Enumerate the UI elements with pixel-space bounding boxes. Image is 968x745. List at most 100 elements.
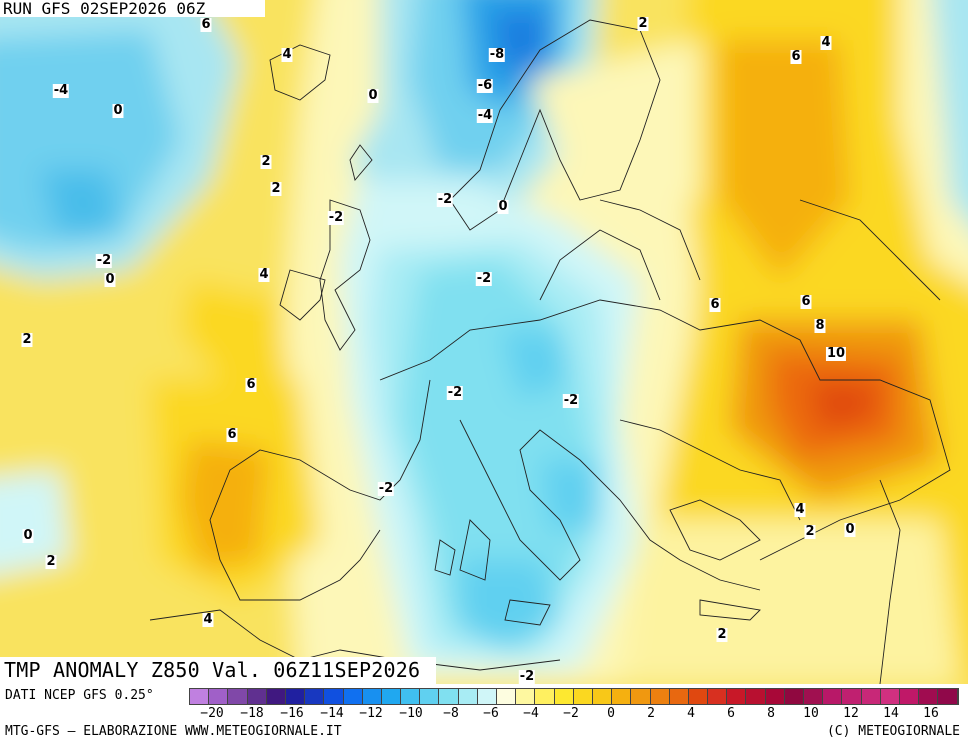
contour-label: 6 (790, 49, 802, 64)
scale-swatch (688, 689, 709, 704)
contour-label: 0 (367, 88, 379, 103)
scale-swatch (190, 689, 210, 704)
scale-swatch (727, 689, 747, 704)
scale-tick-label: −10 (399, 706, 423, 721)
anomaly-field (0, 0, 968, 684)
contour-label: -2 (475, 271, 493, 286)
scale-swatch (804, 689, 824, 704)
scale-swatch (516, 689, 536, 704)
scale-tick-label: 10 (803, 706, 819, 721)
scale-swatch (228, 689, 248, 704)
contour-label: 2 (21, 332, 33, 347)
scale-swatch (631, 689, 651, 704)
scale-tick-label: 2 (647, 706, 655, 721)
credit-right: (C) METEOGIORNALE (826, 724, 960, 739)
contour-label: 2 (45, 554, 57, 569)
scale-swatch (899, 689, 920, 704)
contour-label: 6 (200, 17, 212, 32)
scale-swatch (247, 689, 267, 704)
contour-label: 4 (258, 267, 270, 282)
scale-tick-label: −4 (523, 706, 539, 721)
scale-swatch (592, 689, 613, 704)
contour-label: 8 (814, 318, 826, 333)
contour-label: 4 (794, 502, 806, 517)
scale-swatch (938, 689, 958, 704)
scale-swatch (746, 689, 766, 704)
contour-label: 4 (202, 612, 214, 627)
scale-swatch (343, 689, 363, 704)
scale-swatch (209, 689, 229, 704)
contour-label: -4 (476, 108, 494, 123)
map-title: TMP ANOMALY Z850 Val. 06Z11SEP2026 (0, 657, 436, 684)
scale-tick-label: −18 (240, 706, 264, 721)
scale-swatch (324, 689, 344, 704)
contour-label: 2 (716, 627, 728, 642)
scale-tick-label: −12 (359, 706, 383, 721)
scale-swatch (765, 689, 785, 704)
contour-label: 0 (112, 103, 124, 118)
contour-label: -2 (95, 253, 113, 268)
contour-label: -4 (52, 83, 70, 98)
scale-swatch (477, 689, 497, 704)
scale-swatch (880, 689, 900, 704)
credit-left: MTG-GFS — ELABORAZIONE WWW.METEOGIORNALE… (5, 724, 342, 739)
scale-swatch (708, 689, 728, 704)
footer: DATI NCEP GFS 0.25° −20 −18 −16 −14 −12 −10 −8… (0, 684, 968, 745)
scale-swatch (497, 689, 517, 704)
scale-swatch (535, 689, 555, 704)
scale-swatch (439, 689, 459, 704)
scale-tick-label: −20 (200, 706, 224, 721)
contour-label: 2 (637, 16, 649, 31)
contour-label: -2 (436, 192, 454, 207)
color-scale-ticks: −20−18−16−14−12−10−8−6−4−202468101214162… (189, 706, 968, 724)
scale-tick-label: −8 (443, 706, 459, 721)
scale-swatch (305, 689, 325, 704)
contour-label: 6 (800, 294, 812, 309)
contour-label: -2 (446, 385, 464, 400)
contour-label: 0 (497, 199, 509, 214)
scale-swatch (842, 689, 862, 704)
scale-tick-label: 8 (767, 706, 775, 721)
scale-swatch (612, 689, 632, 704)
contour-label: -2 (562, 393, 580, 408)
contour-label: 6 (245, 377, 257, 392)
color-scale (189, 688, 959, 705)
scale-swatch (266, 689, 286, 704)
scale-tick-label: 0 (607, 706, 615, 721)
scale-swatch (401, 689, 421, 704)
scale-swatch (823, 689, 843, 704)
data-source: DATI NCEP GFS 0.25° (5, 688, 154, 703)
scale-tick-label: −6 (483, 706, 499, 721)
scale-tick-label: −2 (563, 706, 579, 721)
scale-tick-label: 14 (883, 706, 899, 721)
contour-label: 10 (825, 346, 847, 361)
scale-tick-label: 16 (923, 706, 939, 721)
scale-swatch (420, 689, 440, 704)
contour-label: 0 (844, 522, 856, 537)
scale-swatch (554, 689, 574, 704)
scale-swatch (458, 689, 478, 704)
contour-label: -8 (488, 47, 506, 62)
scale-tick-label: 6 (727, 706, 735, 721)
scale-tick-label: −16 (280, 706, 304, 721)
scale-swatch (784, 689, 804, 704)
contour-label: -2 (327, 210, 345, 225)
contour-label: 2 (260, 154, 272, 169)
scale-swatch (362, 689, 382, 704)
temperature-anomaly-map: RUN GFS 02SEP2026 06Z 6 4 -4 0 0 2 2 -2 -2 0 4 2 6 6 0… (0, 0, 968, 684)
scale-swatch (285, 689, 306, 704)
contour-label: -2 (518, 669, 536, 684)
run-label: RUN GFS 02SEP2026 06Z (0, 0, 265, 17)
contour-label: 0 (22, 528, 34, 543)
scale-swatch (919, 689, 939, 704)
contour-label: 6 (709, 297, 721, 312)
scale-tick-label: 4 (687, 706, 695, 721)
contour-label: 0 (104, 272, 116, 287)
contour-label: 4 (820, 35, 832, 50)
scale-swatch (381, 689, 402, 704)
scale-swatch (861, 689, 881, 704)
contour-label: 4 (281, 47, 293, 62)
scale-swatch (573, 689, 593, 704)
contour-label: -2 (377, 481, 395, 496)
scale-swatch (650, 689, 670, 704)
